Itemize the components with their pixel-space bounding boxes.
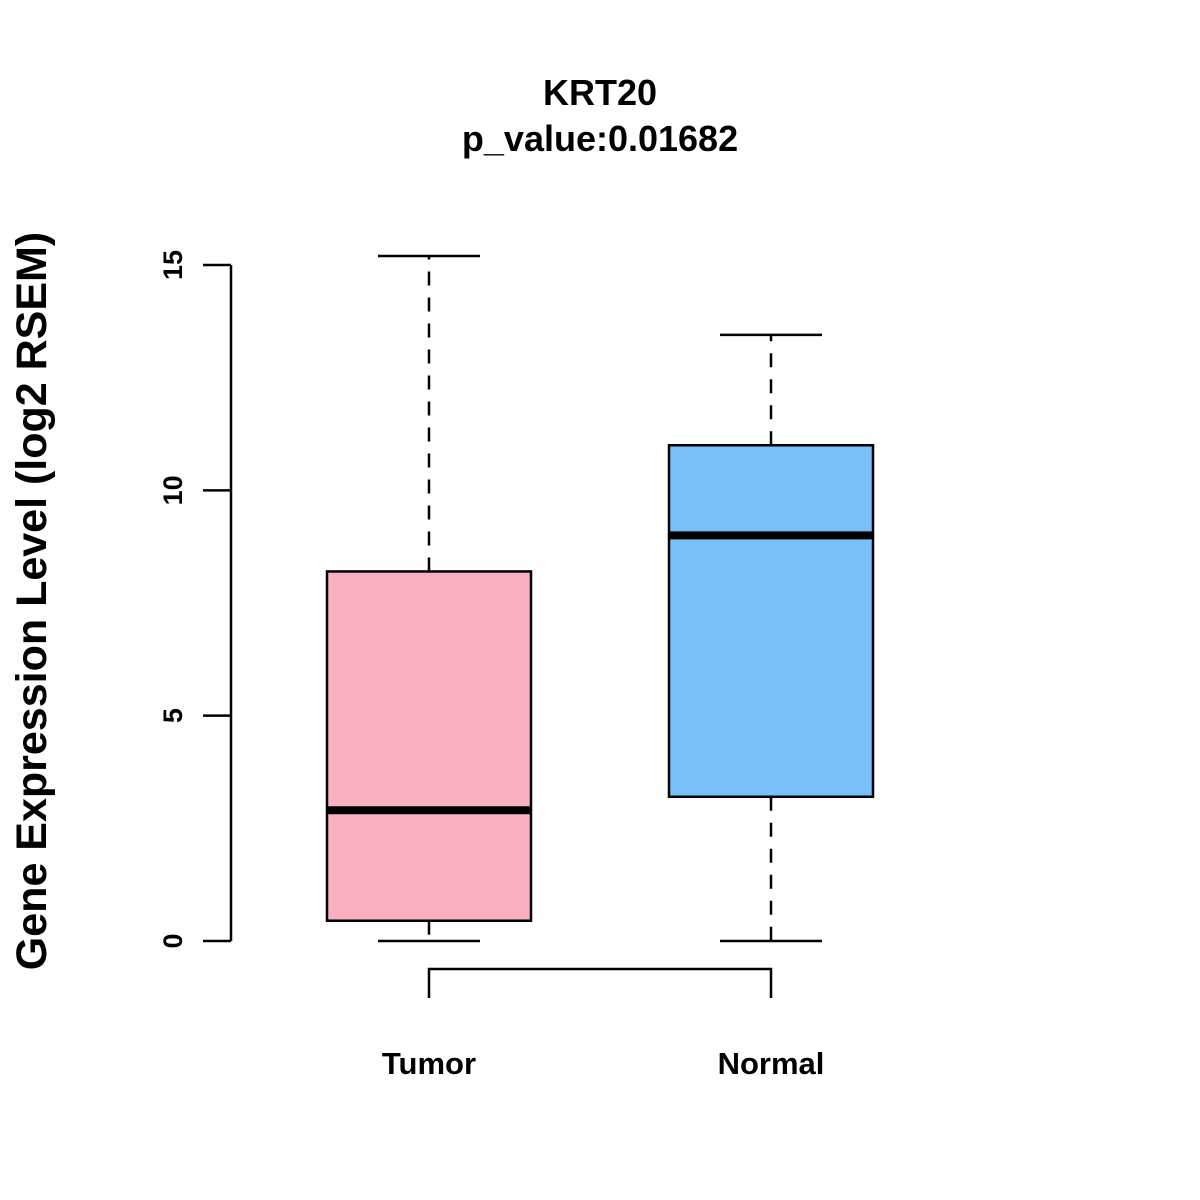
y-tick-label: 10 xyxy=(158,475,188,505)
category-labels-group: Tumor Normal xyxy=(382,1046,824,1081)
y-tick-label: 15 xyxy=(158,250,188,280)
box-normal xyxy=(667,333,875,943)
chart-title: KRT20 xyxy=(543,72,657,113)
category-label-tumor: Tumor xyxy=(382,1046,476,1081)
y-axis-label: Gene Expression Level (log2 RSEM) xyxy=(8,232,56,970)
category-label-normal: Normal xyxy=(718,1046,825,1081)
box-body xyxy=(667,444,875,799)
box-body xyxy=(325,570,533,922)
comparison-bracket-group xyxy=(427,967,773,998)
chart-subtitle: p_value:0.01682 xyxy=(462,118,738,159)
comparison-bracket xyxy=(427,967,773,998)
y-axis: 0 5 10 15 xyxy=(158,250,233,949)
y-tick-label: 0 xyxy=(158,933,188,948)
boxes-group xyxy=(325,254,875,943)
box-tumor xyxy=(325,254,533,943)
y-tick-label: 5 xyxy=(158,708,188,723)
